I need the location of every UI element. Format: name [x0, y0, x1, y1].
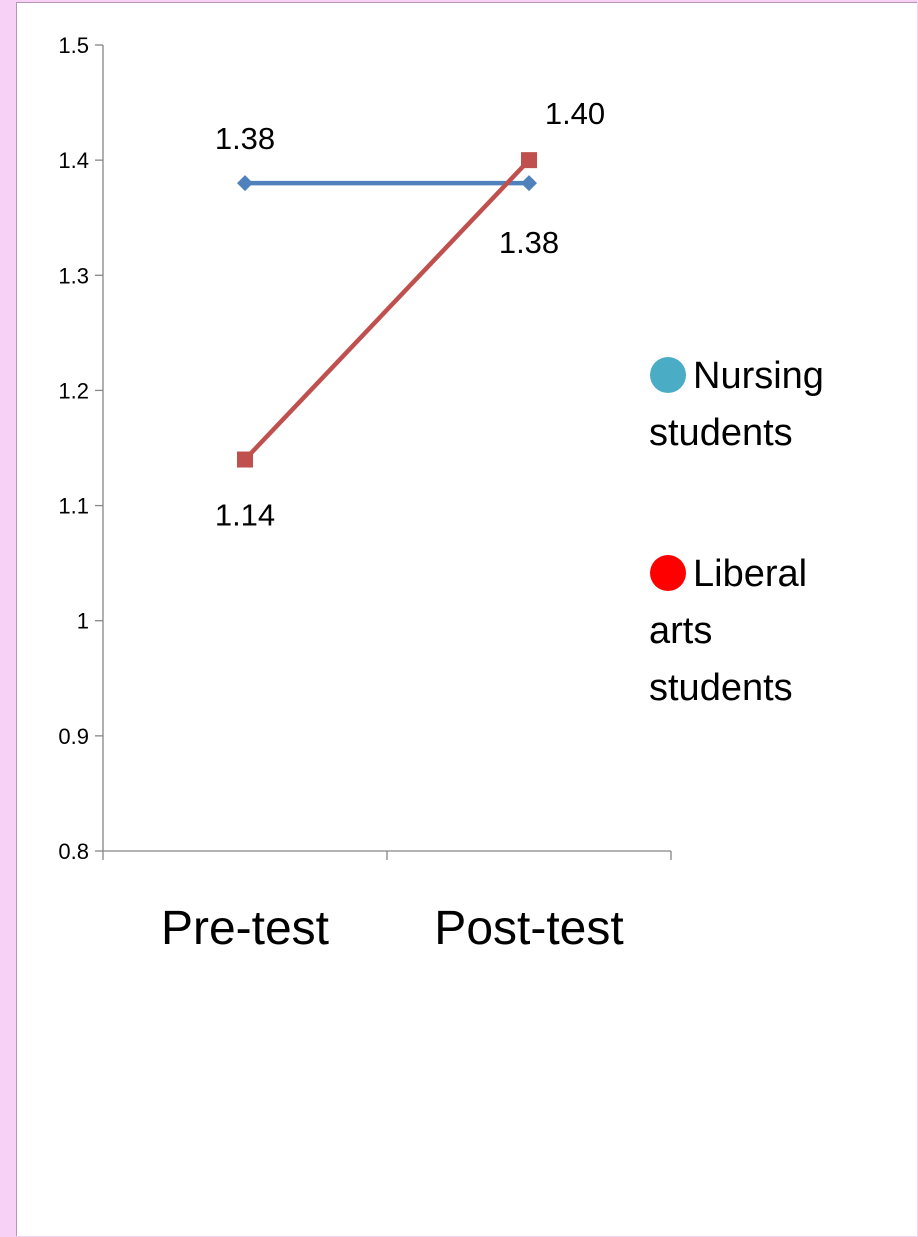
y-tick-label: 1.2	[58, 378, 89, 403]
line-chart: 0.8 0.9 1 1.1 1.2 1.3 1.4 1.5 Pre-test Post-test 1…	[58, 33, 824, 955]
legend-label: arts	[649, 610, 712, 652]
data-point-marker	[521, 175, 537, 192]
x-category-label: Post-test	[434, 902, 623, 955]
y-tick-label: 1.5	[58, 33, 89, 58]
slide-canvas: 0.8 0.9 1 1.1 1.2 1.3 1.4 1.5 Pre-test Post-test 1…	[16, 2, 917, 1236]
data-label: 1.14	[215, 498, 275, 533]
data-label: 1.40	[545, 96, 605, 131]
legend-label: students	[649, 412, 793, 454]
x-category-label: Pre-test	[161, 902, 329, 955]
data-label: 1.38	[499, 225, 559, 260]
y-tick-label: 1	[77, 609, 89, 634]
legend-label: Nursing	[693, 355, 824, 397]
legend-dot-1	[650, 357, 686, 393]
y-tick-label: 1.3	[58, 263, 89, 288]
legend-dot-2	[650, 555, 686, 591]
y-tick-label: 1.1	[58, 494, 89, 519]
series-line-2	[243, 158, 531, 462]
data-label: 1.38	[215, 121, 275, 156]
y-tick-label: 0.8	[58, 839, 89, 864]
y-tick-label: 0.9	[58, 724, 89, 749]
data-point-marker	[521, 152, 537, 169]
legend-label: Liberal	[693, 553, 807, 595]
y-tick-label: 1.4	[58, 148, 89, 173]
data-point-marker	[237, 451, 253, 468]
data-point-marker	[237, 175, 253, 192]
legend-label: students	[649, 667, 793, 709]
